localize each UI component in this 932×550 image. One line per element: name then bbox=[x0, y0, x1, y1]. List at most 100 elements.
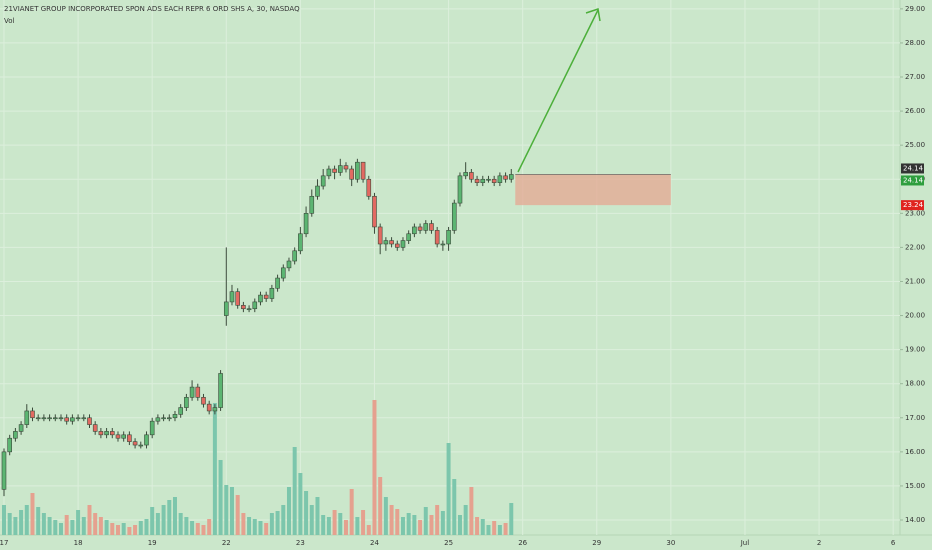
candle-body bbox=[155, 417, 161, 422]
candle-body bbox=[81, 417, 87, 420]
candle-body bbox=[491, 178, 497, 183]
arrow-line bbox=[517, 9, 599, 173]
volume-bar bbox=[298, 473, 303, 535]
volume-bar bbox=[343, 520, 348, 535]
volume-bar bbox=[269, 513, 274, 535]
candle-body bbox=[423, 223, 429, 231]
candle-body bbox=[149, 420, 155, 436]
x-tick-label: 23 bbox=[296, 539, 305, 547]
candle-body bbox=[474, 178, 480, 183]
candle-body bbox=[30, 410, 35, 419]
candle-body bbox=[47, 417, 52, 420]
volume-bar bbox=[190, 521, 195, 535]
x-tick-label: 2 bbox=[817, 539, 821, 547]
candle-body bbox=[298, 233, 303, 252]
volume-layer bbox=[1, 400, 514, 535]
volume-bar bbox=[144, 519, 149, 535]
y-tick-label: 22.00 bbox=[905, 243, 925, 251]
candle-body bbox=[440, 243, 446, 246]
volume-bar bbox=[304, 491, 309, 535]
volume-bar bbox=[326, 517, 331, 535]
candle-body bbox=[457, 175, 463, 204]
candle-body bbox=[280, 267, 286, 279]
candle-body bbox=[451, 202, 457, 231]
candle-body bbox=[389, 240, 394, 245]
volume-bar bbox=[41, 513, 46, 535]
volume-bar bbox=[503, 523, 508, 535]
candle-body bbox=[508, 174, 514, 180]
candle-body bbox=[138, 444, 144, 447]
candle-body bbox=[64, 417, 69, 422]
volume-bar bbox=[355, 517, 360, 535]
candle-body bbox=[189, 386, 195, 398]
candle-body bbox=[486, 178, 491, 181]
candle-body bbox=[18, 424, 24, 432]
volume-bar bbox=[178, 513, 183, 535]
volume-bar bbox=[138, 521, 143, 535]
x-tick-label: Jul bbox=[740, 539, 750, 547]
y-tick-label: 21.00 bbox=[905, 277, 925, 285]
candle-body bbox=[41, 417, 47, 420]
candle-body bbox=[115, 434, 121, 439]
volume-bar bbox=[315, 497, 320, 535]
y-tick-label: 16.00 bbox=[905, 448, 925, 456]
volume-bar bbox=[7, 513, 12, 535]
candle-body bbox=[372, 195, 377, 228]
x-tick-label: 26 bbox=[518, 539, 527, 547]
candle-body bbox=[286, 260, 292, 269]
price-tag-label: 24.14 bbox=[903, 176, 924, 184]
volume-bar bbox=[281, 505, 286, 535]
volume-bar bbox=[36, 507, 41, 535]
candle-body bbox=[212, 407, 218, 412]
volume-bar bbox=[423, 507, 428, 535]
candle-body bbox=[309, 195, 315, 214]
arrow bbox=[517, 8, 601, 173]
volume-bar bbox=[167, 500, 172, 535]
volume-bar bbox=[349, 489, 354, 535]
candle-body bbox=[195, 386, 201, 398]
volume-bar bbox=[452, 479, 457, 535]
price-tag bbox=[901, 175, 924, 186]
candle-body bbox=[223, 301, 229, 316]
target-zone bbox=[515, 174, 671, 206]
volume-bar bbox=[30, 493, 35, 535]
volume-bar bbox=[389, 505, 394, 535]
candle-body bbox=[35, 417, 41, 420]
volume-bar bbox=[150, 507, 155, 535]
y-tick-label: 15.00 bbox=[905, 482, 925, 490]
volume-bar bbox=[172, 497, 177, 535]
candle-body bbox=[400, 240, 406, 248]
volume-bar bbox=[13, 517, 18, 535]
candle-body bbox=[24, 410, 30, 425]
volume-bar bbox=[497, 525, 502, 535]
volume-bar bbox=[229, 487, 234, 535]
volume-bar bbox=[241, 513, 246, 535]
x-tick-label: 30 bbox=[666, 539, 675, 547]
x-tick-label: 17 bbox=[0, 539, 8, 547]
volume-bar bbox=[218, 460, 223, 535]
volume-bar bbox=[24, 505, 29, 535]
y-tick-label: 28.00 bbox=[905, 39, 925, 47]
volume-bar bbox=[480, 519, 485, 535]
y-tick-label: 29.00 bbox=[905, 5, 925, 13]
volume-bar bbox=[121, 523, 126, 535]
volume-bar bbox=[275, 511, 280, 535]
candle-body bbox=[184, 397, 189, 408]
volume-bar bbox=[475, 517, 480, 535]
volume-bar bbox=[509, 503, 514, 535]
volume-bar bbox=[321, 515, 326, 535]
volume-bar bbox=[184, 517, 189, 535]
volume-bar bbox=[87, 505, 92, 535]
candle-body bbox=[320, 175, 326, 187]
candle-body bbox=[337, 165, 343, 173]
volume-bar bbox=[127, 527, 132, 535]
candle-body bbox=[412, 226, 417, 235]
volume-bar bbox=[400, 517, 405, 535]
candle-body bbox=[383, 240, 389, 245]
candle-body bbox=[377, 226, 383, 245]
volume-bar bbox=[58, 523, 63, 535]
candle-body bbox=[263, 294, 269, 299]
candle-body bbox=[315, 185, 320, 197]
